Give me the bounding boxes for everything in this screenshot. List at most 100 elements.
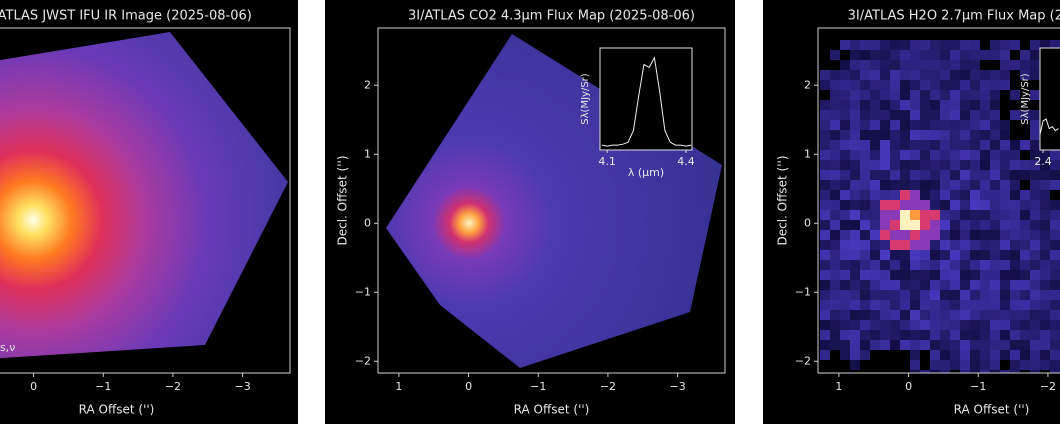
pixel	[830, 300, 840, 310]
pixel	[980, 170, 990, 180]
pixel	[950, 360, 960, 370]
pixel	[960, 270, 970, 280]
pixel	[850, 40, 860, 50]
pixel	[1010, 90, 1020, 100]
pixel	[960, 180, 970, 190]
pixel	[1020, 70, 1030, 80]
pixel	[900, 130, 910, 140]
pixel	[850, 90, 860, 100]
pixel	[990, 200, 1000, 210]
pixel	[870, 80, 880, 90]
pixel	[910, 140, 920, 150]
pixel	[860, 300, 870, 310]
pixel	[970, 340, 980, 350]
pixel	[960, 310, 970, 320]
pixel	[990, 140, 1000, 150]
pixel	[830, 320, 840, 330]
pixel	[970, 180, 980, 190]
pixel	[920, 190, 930, 200]
pixel	[1010, 290, 1020, 300]
pixel	[980, 150, 990, 160]
pixel	[960, 290, 970, 300]
pixel	[840, 140, 850, 150]
pixel	[980, 360, 990, 370]
pixel	[1030, 290, 1040, 300]
pixel	[940, 120, 950, 130]
pixel	[1020, 240, 1030, 250]
y-tick-label: 1	[364, 147, 371, 160]
pixel	[900, 200, 910, 210]
pixel	[970, 110, 980, 120]
pixel	[920, 220, 930, 230]
pixel	[880, 80, 890, 90]
pixel	[920, 160, 930, 170]
pixel	[900, 100, 910, 110]
pixel	[960, 130, 970, 140]
pixel	[880, 170, 890, 180]
pixel	[920, 230, 930, 240]
y-tick-label: 0	[364, 216, 371, 229]
pixel	[950, 210, 960, 220]
pixel	[820, 340, 830, 350]
pixel	[950, 130, 960, 140]
pixel	[970, 330, 980, 340]
pixel	[870, 330, 880, 340]
pixel	[860, 180, 870, 190]
y-tick-label: 1	[804, 147, 811, 160]
pixel	[820, 260, 830, 270]
pixel	[950, 200, 960, 210]
pixel	[1050, 270, 1060, 280]
pixel	[820, 310, 830, 320]
pixel	[940, 90, 950, 100]
inset-frame	[599, 47, 693, 151]
pixel	[870, 90, 880, 100]
pixel	[880, 110, 890, 120]
pixel	[840, 100, 850, 110]
pixel	[830, 150, 840, 160]
pixel	[980, 270, 990, 280]
pixel	[980, 110, 990, 120]
inset-frame	[1039, 47, 1060, 151]
pixel	[920, 40, 930, 50]
pixel	[870, 170, 880, 180]
pixel	[870, 250, 880, 260]
pixel	[1010, 220, 1020, 230]
pixel	[980, 70, 990, 80]
pixel	[1050, 340, 1060, 350]
pixel	[930, 120, 940, 130]
pixel	[820, 270, 830, 280]
x-tick-label: −2	[165, 380, 181, 393]
pixel	[1050, 370, 1060, 373]
pixel	[830, 120, 840, 130]
pixel	[900, 160, 910, 170]
pixel	[840, 210, 850, 220]
pixel	[1040, 280, 1050, 290]
pixel	[850, 350, 860, 360]
pixel	[890, 190, 900, 200]
pixel	[820, 320, 830, 330]
pixel	[970, 130, 980, 140]
pixel	[830, 210, 840, 220]
pixel	[960, 210, 970, 220]
pixel	[920, 140, 930, 150]
pixel	[1030, 200, 1040, 210]
pixel	[1000, 330, 1010, 340]
pixel	[1000, 120, 1010, 130]
pixel	[980, 210, 990, 220]
pixel	[920, 250, 930, 260]
inset-y-label: Sλ(MJy/Sr)	[580, 73, 591, 124]
pixel	[890, 80, 900, 90]
pixel	[970, 310, 980, 320]
pixel	[1000, 350, 1010, 360]
pixel	[840, 260, 850, 270]
pixel	[850, 250, 860, 260]
pixel	[880, 240, 890, 250]
pixel	[880, 140, 890, 150]
pixel	[850, 120, 860, 130]
pixel	[820, 280, 830, 290]
pixel	[1000, 250, 1010, 260]
pixel	[820, 110, 830, 120]
pixel	[990, 90, 1000, 100]
pixel	[840, 110, 850, 120]
pixel	[910, 360, 920, 370]
